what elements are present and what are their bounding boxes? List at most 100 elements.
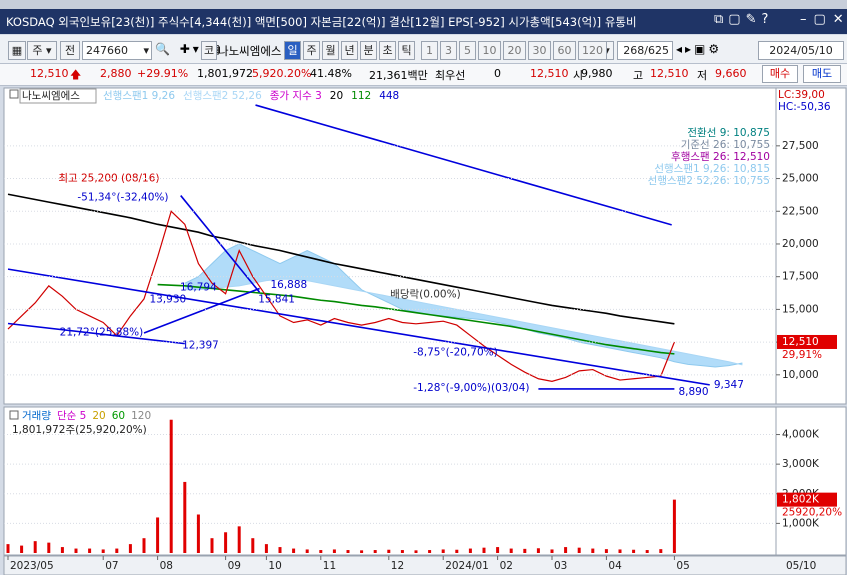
volume-bar bbox=[387, 549, 391, 553]
scope[interactable]: 전 bbox=[60, 41, 80, 60]
period-button[interactable]: 분 bbox=[360, 41, 377, 60]
info-line: 후행스팬 26: 12,510 bbox=[671, 151, 770, 163]
volume-bar bbox=[319, 550, 323, 553]
y-tick-label: 12,500 bbox=[782, 336, 819, 348]
nav-icons[interactable]: ◂▸▣⚙ bbox=[676, 42, 723, 56]
volume-bar bbox=[278, 547, 282, 553]
market-select[interactable]: 주 ▾ bbox=[27, 41, 57, 60]
y-tick-label: 2,000K bbox=[782, 488, 820, 500]
y-tick-label: 25,000 bbox=[782, 173, 819, 185]
interval-button[interactable]: 120 bbox=[578, 41, 607, 60]
volume-bar bbox=[496, 547, 500, 553]
code: 247660 bbox=[86, 44, 128, 57]
legend-entry: 거래량 bbox=[22, 410, 51, 422]
series-line bbox=[184, 243, 743, 368]
info-line: 선행스팬1 9,26: 10,815 bbox=[654, 163, 770, 175]
x-tick-label: 05 bbox=[676, 560, 689, 572]
volume-bar bbox=[468, 548, 472, 553]
open: 9,980 bbox=[581, 67, 613, 80]
annotation: 9,347 bbox=[714, 379, 744, 391]
volume-bar bbox=[577, 547, 581, 553]
last-price-tag bbox=[777, 334, 837, 349]
series-line bbox=[7, 210, 675, 382]
period-button[interactable]: 주 bbox=[303, 41, 320, 60]
volume-bar bbox=[332, 549, 336, 553]
series-line bbox=[184, 278, 743, 366]
volume-bar bbox=[482, 547, 486, 553]
high: 12,510 bbox=[650, 67, 689, 80]
volume-bar bbox=[169, 419, 173, 553]
y-tick-label: 3,000K bbox=[782, 458, 820, 470]
y-tick-label: 4,000K bbox=[782, 429, 820, 441]
menu-icon[interactable]: ▦ bbox=[8, 41, 26, 60]
volume-rate: 5,920.20% bbox=[252, 67, 312, 80]
interval-button[interactable]: 1 bbox=[421, 41, 438, 60]
legend-entry: 20 bbox=[330, 90, 343, 102]
volume-bar bbox=[224, 532, 228, 553]
cloud bbox=[184, 243, 743, 367]
high-label: 고 bbox=[633, 69, 644, 82]
volume-bar bbox=[183, 481, 187, 553]
count-text: 268/625 bbox=[623, 44, 669, 57]
best-label: 최우선 bbox=[435, 69, 466, 82]
volume-bar bbox=[632, 549, 636, 553]
window-icons[interactable]: ⧉▢✎? bbox=[714, 12, 774, 27]
annotation: -8,75°(-20,70%) bbox=[413, 347, 497, 359]
volume-bar bbox=[6, 544, 10, 553]
y-tick-label: 1,000K bbox=[782, 517, 820, 529]
x-tick-label: 02 bbox=[500, 560, 513, 572]
trend-line bbox=[143, 287, 260, 334]
volume-bar bbox=[645, 550, 649, 553]
volume-bar bbox=[237, 526, 241, 553]
low: 9,660 bbox=[715, 67, 747, 80]
volume-bar bbox=[251, 538, 255, 553]
period-button[interactable]: 월 bbox=[322, 41, 339, 60]
sell-button[interactable]: 매도 bbox=[803, 65, 841, 83]
info-line: 전환선 9: 10,875 bbox=[687, 127, 770, 139]
volume-bar bbox=[20, 545, 24, 553]
date-axis-panel bbox=[3, 555, 847, 575]
annotation: 16,888 bbox=[270, 279, 307, 291]
interval-button[interactable]: 60 bbox=[553, 41, 576, 60]
x-tick-label: 04 bbox=[608, 560, 622, 572]
volume-bar bbox=[441, 549, 445, 553]
period-button[interactable]: 틱 bbox=[398, 41, 415, 60]
x-tick-label: 2023/05 bbox=[10, 560, 54, 572]
change: 2,880 bbox=[100, 67, 132, 80]
interval-button[interactable]: 3 bbox=[440, 41, 457, 60]
legend-entry: 20 bbox=[92, 410, 105, 422]
code-input[interactable]: 247660 ▾ bbox=[82, 41, 152, 60]
volume-bar bbox=[509, 548, 513, 553]
volume-bar bbox=[60, 547, 64, 553]
volume-panel bbox=[3, 406, 777, 556]
window-controls[interactable]: –▢✕ bbox=[800, 12, 847, 27]
annotation: 13,930 bbox=[149, 293, 186, 305]
x-tick-label: 2024/01 bbox=[445, 560, 489, 572]
period-button[interactable]: 년 bbox=[341, 41, 358, 60]
interval-button[interactable]: 5 bbox=[459, 41, 476, 60]
period-button[interactable]: 초 bbox=[379, 41, 396, 60]
date-box[interactable]: 2024/05/10 bbox=[758, 41, 844, 60]
y-tick-label: 20,000 bbox=[782, 238, 819, 250]
buy-button[interactable]: 매수 bbox=[762, 65, 798, 83]
volume-bar bbox=[292, 548, 296, 553]
volume-bar bbox=[455, 549, 459, 553]
interval-button[interactable]: 10 bbox=[478, 41, 501, 60]
annotation: 15,841 bbox=[258, 293, 295, 305]
corner-hc: HC:-50,36 bbox=[778, 101, 831, 113]
volume-bar bbox=[346, 550, 350, 553]
interval-button[interactable]: 20 bbox=[503, 41, 526, 60]
period-button[interactable]: 일 bbox=[284, 41, 301, 60]
x-tick-label: 11 bbox=[323, 560, 336, 572]
volume-bar bbox=[428, 550, 432, 553]
volume-bar bbox=[33, 541, 37, 553]
x-tick-label: 03 bbox=[554, 560, 567, 572]
volume-bar bbox=[156, 517, 160, 553]
interval-button[interactable]: 30 bbox=[528, 41, 551, 60]
brand[interactable]: 코 bbox=[201, 41, 217, 60]
volume-bar bbox=[672, 499, 676, 553]
volume-bar bbox=[210, 538, 214, 553]
annotation: 최고 25,200 (08/16) bbox=[58, 173, 159, 185]
